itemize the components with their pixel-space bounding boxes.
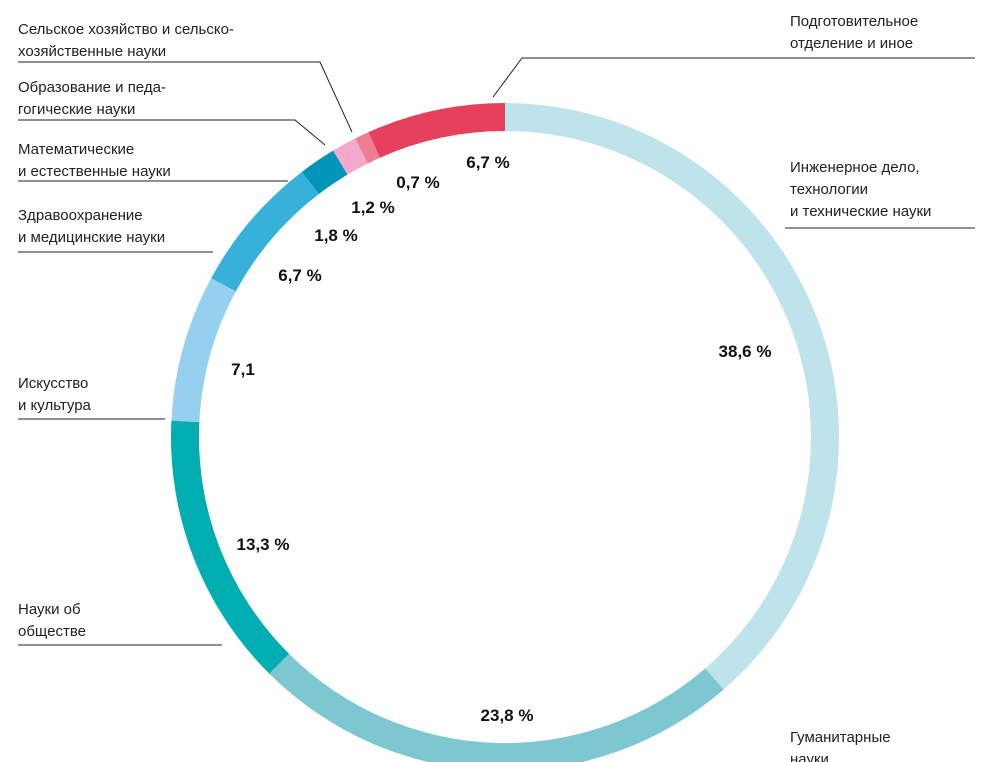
donut-segment: [301, 150, 348, 195]
donut-segment: [505, 103, 839, 690]
value-label: 6,7 %: [466, 153, 510, 172]
donut-segment: [211, 171, 319, 292]
donut-segment: [333, 138, 368, 175]
donut-segment: [269, 653, 724, 762]
leader-line: [18, 61, 353, 133]
value-label: 0,7 %: [396, 173, 440, 192]
value-label: 6,7 %: [278, 266, 322, 285]
value-label: 23,8 %: [480, 706, 534, 725]
category-label: Сельское хозяйство и сельско- хозяйствен…: [18, 21, 234, 60]
value-label: 13,3 %: [236, 535, 290, 554]
value-label: 7,1: [231, 360, 255, 379]
donut-segment: [368, 103, 505, 158]
leader-line: [18, 119, 326, 146]
donut-segment: [355, 132, 380, 164]
category-label: Гуманитарные науки: [790, 729, 891, 762]
value-label: 38,6 %: [718, 342, 772, 361]
donut-segment: [171, 278, 236, 423]
category-label: Инженерное дело, технологии и технически…: [790, 159, 932, 220]
donut-segment: [170, 420, 290, 674]
category-label: Подготовительное отделение и иное: [790, 13, 919, 52]
value-label: 1,2 %: [351, 198, 395, 217]
value-label: 1,8 %: [314, 226, 358, 245]
category-label: Искусство и культура: [18, 375, 91, 414]
category-label: Математические и естественные науки: [18, 141, 171, 180]
category-label: Здравоохранение и медицинские науки: [18, 207, 166, 246]
leader-line: [492, 57, 975, 98]
category-label: Образование и педа- гогические науки: [18, 79, 166, 118]
category-label: Науки об обществе: [18, 601, 86, 640]
